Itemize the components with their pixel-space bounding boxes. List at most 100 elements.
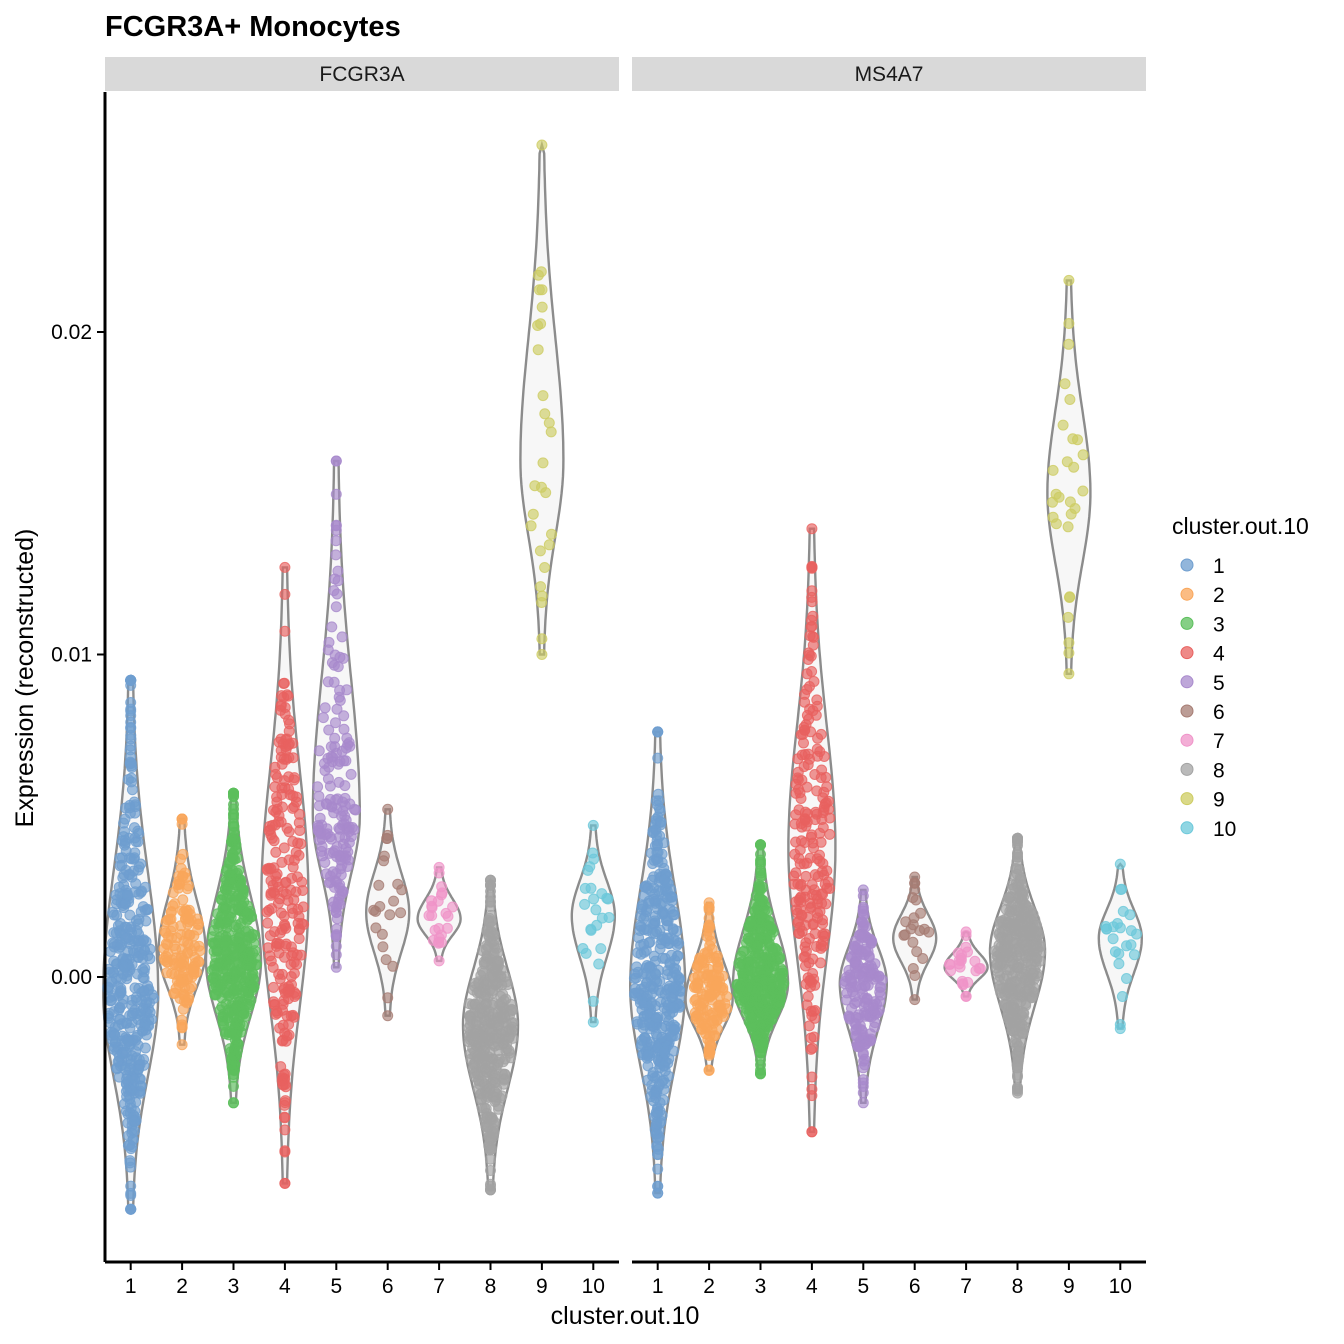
data-point (1101, 923, 1113, 935)
facet-strip-2 (632, 57, 1146, 91)
data-point (537, 390, 549, 402)
data-point (228, 808, 239, 820)
data-point (545, 426, 557, 438)
data-point (503, 1032, 515, 1044)
data-point (855, 1024, 867, 1036)
data-point (806, 889, 818, 901)
data-point (743, 921, 755, 933)
data-point (1012, 1085, 1023, 1097)
data-point (283, 854, 295, 866)
data-point (1125, 925, 1137, 937)
data-point (590, 904, 602, 916)
data-point (1121, 973, 1132, 984)
legend-label-2: 2 (1213, 584, 1225, 607)
data-point (759, 974, 771, 986)
points-fcgr3a-cluster-3 (206, 787, 262, 1109)
data-point (323, 636, 335, 648)
data-point (760, 993, 771, 1005)
data-point (268, 804, 279, 816)
facet-label-2: MS4A7 (855, 63, 924, 86)
data-point (330, 520, 342, 532)
data-point (264, 950, 276, 962)
data-point (167, 900, 179, 912)
data-point (209, 977, 221, 989)
data-point (907, 892, 919, 904)
data-point (1128, 949, 1140, 961)
data-point (270, 846, 282, 858)
legend-key-10 (1180, 821, 1194, 835)
data-point (177, 848, 189, 860)
data-point (265, 889, 277, 901)
data-point (285, 1010, 297, 1022)
data-point (485, 896, 496, 908)
data-point (118, 961, 130, 973)
data-point (113, 881, 125, 893)
data-point (137, 952, 149, 964)
data-point (808, 842, 819, 854)
data-point (701, 948, 713, 960)
data-point (338, 710, 350, 722)
data-point (991, 959, 1003, 971)
data-point (388, 895, 400, 907)
data-point (857, 1081, 869, 1092)
data-point (648, 1095, 660, 1107)
data-point (806, 523, 818, 535)
data-point (279, 1124, 291, 1136)
data-point (288, 772, 300, 784)
data-point (824, 883, 836, 894)
data-point (803, 1020, 815, 1032)
legend-key-2 (1180, 587, 1194, 601)
data-point (270, 768, 282, 780)
data-point (115, 985, 127, 997)
points-fcgr3a-cluster-2 (158, 813, 206, 1051)
data-point (799, 724, 811, 736)
data-point (121, 1073, 133, 1085)
data-point (463, 1036, 475, 1048)
data-point (340, 842, 352, 854)
data-point (273, 968, 285, 980)
data-point (1002, 942, 1014, 954)
data-point (638, 938, 650, 950)
data-point (792, 774, 804, 786)
data-point (330, 535, 342, 547)
data-point (652, 1180, 664, 1192)
data-point (387, 960, 399, 972)
data-point (820, 797, 832, 809)
data-point (471, 1024, 483, 1036)
data-point (668, 981, 680, 993)
data-point (754, 883, 766, 895)
data-point (746, 1010, 758, 1022)
data-point (274, 1022, 286, 1034)
data-point (229, 965, 241, 977)
data-point (649, 928, 661, 940)
data-point (637, 899, 649, 911)
data-point (595, 943, 607, 955)
data-point (275, 699, 287, 711)
data-point (283, 725, 295, 737)
data-point (247, 984, 258, 996)
data-point (656, 1075, 668, 1087)
data-point (703, 920, 715, 932)
data-point (658, 1046, 670, 1057)
data-point (313, 790, 325, 802)
y-tick-label: 0.02 (51, 321, 92, 344)
data-point (426, 900, 438, 912)
data-point (700, 990, 712, 1002)
data-point (1116, 991, 1128, 1002)
data-point (159, 925, 171, 937)
data-point (1117, 905, 1129, 917)
data-point (485, 879, 496, 891)
data-point (546, 528, 557, 540)
data-point (177, 871, 189, 882)
data-point (1031, 953, 1043, 965)
legend-label-9: 9 (1213, 789, 1225, 812)
data-point (124, 1157, 136, 1169)
data-point (287, 802, 299, 814)
data-point (279, 625, 291, 637)
data-point (1063, 647, 1075, 659)
data-point (907, 936, 919, 948)
points-fcgr3a-cluster-9 (525, 139, 557, 660)
data-point (332, 661, 344, 673)
data-point (596, 888, 608, 900)
data-point (125, 697, 137, 708)
